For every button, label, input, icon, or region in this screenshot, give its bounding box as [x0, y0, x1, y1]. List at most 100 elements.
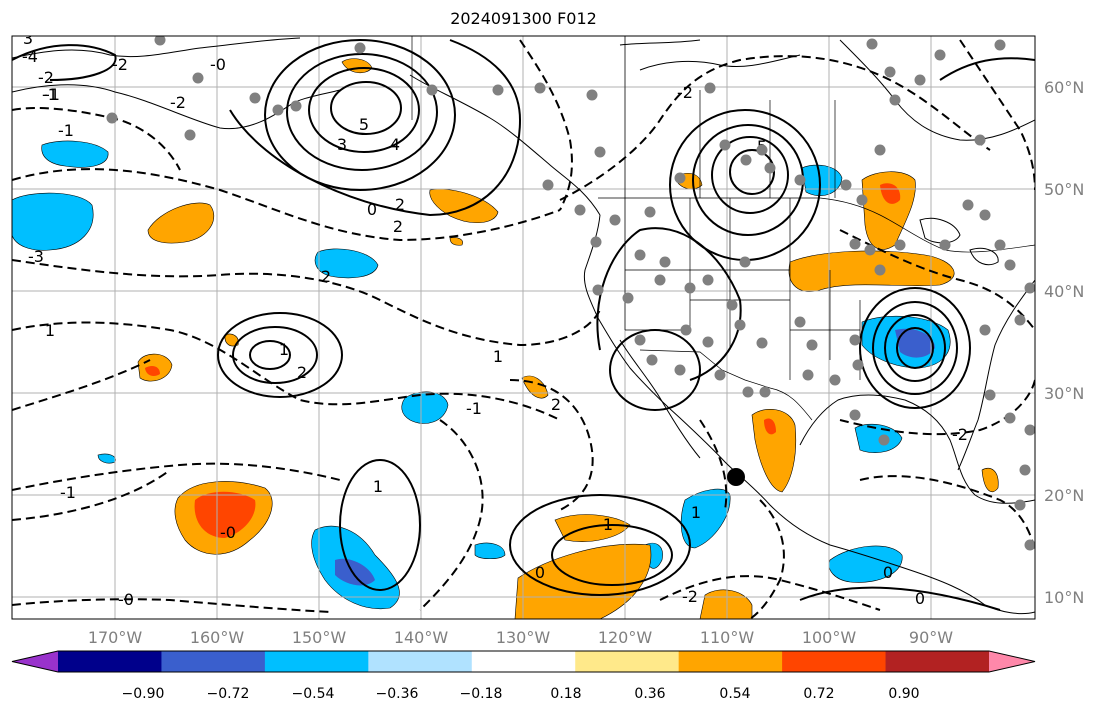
contour-southeast	[799, 586, 1001, 611]
contour-label: 0	[915, 589, 925, 608]
lon-label: 120°W	[598, 628, 653, 647]
lon-label: 150°W	[292, 628, 347, 647]
lon-label: 130°W	[496, 628, 551, 647]
contour-dashed-1	[12, 168, 561, 242]
contour-label: -2	[682, 587, 698, 606]
contour-high-se-us	[859, 287, 971, 409]
station-dot	[884, 66, 896, 78]
station-dot	[939, 239, 951, 251]
lat-label: 10°N	[1044, 588, 1084, 607]
station-dot	[979, 324, 991, 336]
colorbar-outline	[11, 650, 1036, 673]
station-dot	[994, 39, 1006, 51]
contour-label: -3	[28, 247, 44, 266]
colorbar-tick-label: 0.36	[634, 686, 665, 702]
shading-blue-4	[401, 391, 449, 424]
colorbar-tick-label: 0.18	[550, 686, 581, 702]
contour-high-nw-us-3	[711, 136, 789, 214]
contour-label: 0	[883, 563, 893, 582]
shading-orange-4	[429, 188, 499, 223]
stations	[106, 36, 1035, 551]
colorbar-bin	[264, 651, 369, 672]
lat-label: 30°N	[1044, 384, 1084, 403]
station-dot	[829, 374, 841, 386]
station-dot	[756, 337, 768, 349]
contour-high-central-pacific-2	[232, 326, 318, 384]
contours-solid	[12, 39, 1035, 611]
contour-label: 1	[45, 321, 55, 340]
station-dot	[962, 199, 974, 211]
station-dot	[1014, 499, 1026, 511]
contour-dashed-19	[959, 39, 1035, 191]
contour-label: -0	[220, 523, 236, 542]
colorbar-bin	[782, 651, 887, 672]
contour-label: -1	[466, 399, 482, 418]
station-dot	[802, 369, 814, 381]
contour-dashed-18	[519, 39, 573, 211]
contour-label: 2	[321, 267, 331, 286]
station-dot	[742, 386, 754, 398]
longitude-labels: 170°W 160°W 150°W 140°W 130°W 120°W 110°…	[88, 628, 953, 647]
contour-label: -2	[112, 55, 128, 74]
station-dot	[889, 94, 901, 106]
station-dot	[849, 238, 861, 250]
station-dot	[894, 239, 906, 251]
contour-baja	[609, 329, 701, 411]
station-dot	[659, 256, 671, 268]
coast-alaska-panhandle	[409, 74, 601, 216]
station-dot	[740, 154, 752, 166]
station-dot	[734, 319, 746, 331]
coast-baja	[619, 339, 701, 459]
station-dot	[184, 129, 196, 141]
station-dot	[864, 244, 876, 256]
contour-north-pacific-1	[229, 39, 522, 217]
coast-west-north-america	[583, 214, 1035, 615]
shading-blue-8	[474, 542, 506, 560]
graticule	[12, 36, 1035, 619]
contour-label: 3	[23, 29, 33, 48]
colorbar-tick-label: −0.36	[376, 686, 419, 702]
contour-label: 0	[367, 200, 377, 219]
contour-label: -2	[952, 425, 968, 444]
contour-label: 1	[373, 477, 383, 496]
shading-blue-12	[854, 423, 903, 453]
contour-high-se-us-3	[884, 314, 946, 382]
contour-dashed-3	[12, 321, 561, 421]
station-dot	[1024, 539, 1035, 551]
shading-blue-2	[41, 140, 109, 168]
contour-label: -0	[118, 590, 134, 609]
contour-dashed-2	[12, 259, 601, 347]
contour-label: -1	[60, 483, 76, 502]
contour-dashed-10	[839, 229, 1035, 331]
shading-blue-13	[828, 545, 903, 583]
station-dot	[634, 249, 646, 261]
border-us-canada	[598, 197, 1035, 253]
contour-dashed-17	[699, 419, 728, 511]
border-canada-provinces	[624, 36, 836, 198]
coast-great-lakes	[919, 217, 999, 266]
contour-label: 2	[395, 195, 405, 214]
contour-dashed-4	[12, 462, 341, 491]
coast-east-us	[957, 279, 1035, 471]
station-dot	[592, 284, 604, 296]
station-dot	[866, 38, 878, 50]
lat-label: 50°N	[1044, 180, 1084, 199]
station-dot	[590, 236, 602, 248]
contour-dashed-6	[12, 598, 331, 613]
station-dot	[1004, 259, 1016, 271]
shading-blue-1	[12, 192, 94, 251]
contour-high-nw-us-4	[729, 149, 775, 195]
lon-label: 100°W	[802, 628, 857, 647]
station-dot	[646, 354, 658, 366]
colorbar-tick-label: −0.54	[292, 686, 335, 702]
station-dot	[702, 274, 714, 286]
station-dot	[609, 214, 621, 226]
colorbar-bin	[471, 651, 576, 672]
shading-layer	[12, 58, 999, 619]
lon-label: 140°W	[394, 628, 449, 647]
colorbar-bin	[885, 651, 990, 672]
colorbar-bin	[575, 651, 680, 672]
colorbar-bin	[678, 651, 783, 672]
station-dot	[654, 274, 666, 286]
station-dot	[974, 134, 986, 146]
